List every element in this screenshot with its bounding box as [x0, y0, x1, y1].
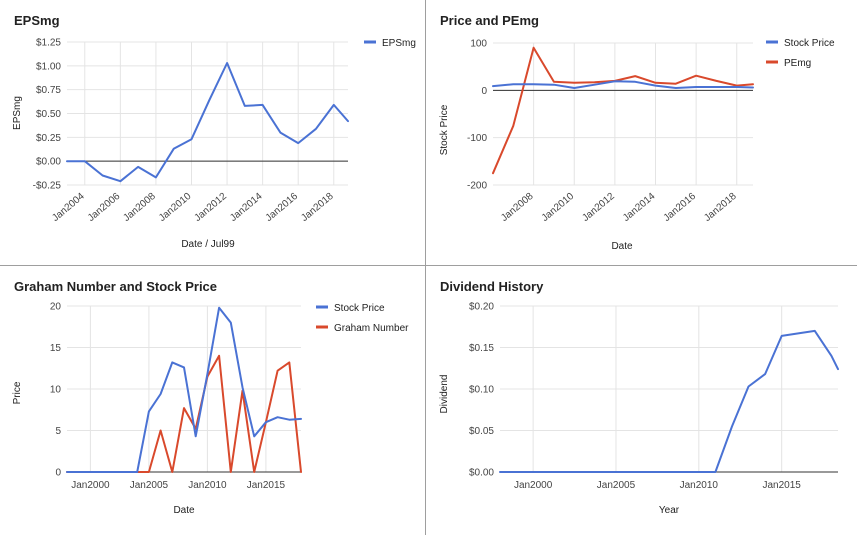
x-tick-label: Jan2016 [662, 191, 699, 224]
y-tick-label: 20 [50, 302, 62, 313]
x-tick-label: Jan2014 [228, 191, 265, 224]
y-tick-label: $0.15 [469, 343, 494, 354]
y-tick-label: 0 [55, 468, 61, 479]
series-line-pemg [492, 46, 754, 175]
chart-title: EPSmg [14, 13, 60, 28]
y-tick-label: 15 [50, 343, 62, 354]
legend-swatch [766, 40, 778, 44]
x-axis-title: Date / Jul99 [181, 239, 235, 250]
y-tick-label: $0.20 [469, 302, 494, 313]
x-axis-title: Year [659, 505, 680, 516]
chart-panel-dividend: Dividend History $0.20 $0.15 $0.10 $0.05 $0.0… [426, 266, 857, 535]
y-tick-label: $0.00 [469, 468, 494, 479]
chart-panel-epsmg: EPSmg $1.25 $1.00 $0.75 $0.50 $0.25 $0.00 -$0.2… [0, 0, 426, 266]
price-pemg-chart: Price and PEmg 100 0 -100 -200 Jan2008 Jan2010… [439, 13, 835, 252]
y-tick-label: $0.10 [469, 385, 494, 396]
x-axis-title: Date [173, 505, 195, 516]
x-tick-label: Jan2010 [157, 191, 194, 224]
x-tick-label: Jan2005 [597, 480, 636, 491]
x-tick-label: Jan2010 [540, 191, 577, 224]
y-tick-label: 100 [470, 39, 487, 50]
x-tick-label: Jan2008 [499, 191, 536, 224]
y-tick-label: -100 [467, 133, 487, 144]
x-tick-label: Jan2010 [680, 480, 719, 491]
legend-label: Stock Price [784, 38, 835, 49]
y-tick-label: $0.75 [36, 85, 61, 96]
x-tick-label: Jan2004 [50, 191, 87, 224]
chart-title: Price and PEmg [440, 13, 539, 28]
y-axis-title: Stock Price [439, 104, 450, 155]
x-axis-title: Date [611, 241, 633, 252]
y-tick-label: 0 [481, 86, 487, 97]
y-tick-label: $0.05 [469, 426, 494, 437]
y-tick-label: $0.50 [36, 109, 61, 120]
series-line-stock-price [66, 306, 302, 473]
epsmg-chart: EPSmg $1.25 $1.00 $0.75 $0.50 $0.25 $0.00 -$0.2… [12, 13, 416, 250]
y-tick-label: $0.25 [36, 133, 61, 144]
chart-panel-price-pemg: Price and PEmg 100 0 -100 -200 Jan2008 Jan2010… [426, 0, 857, 266]
x-tick-label: Jan2000 [71, 480, 110, 491]
chart-panel-graham: Graham Number and Stock Price 20 15 10 5 0 Jan… [0, 266, 426, 535]
y-tick-label: 5 [55, 426, 61, 437]
y-axis-title: EPSmg [12, 96, 23, 130]
y-tick-label: $1.25 [36, 38, 61, 49]
x-tick-label: Jan2012 [193, 191, 230, 224]
series-line-epsmg [66, 62, 349, 183]
x-tick-label: Jan2006 [86, 191, 123, 224]
legend-label: Stock Price [334, 303, 385, 314]
legend-swatch [316, 325, 328, 329]
chart-title: Dividend History [440, 279, 544, 294]
legend-swatch [766, 60, 778, 64]
legend-swatch [316, 305, 328, 309]
y-tick-label: $1.00 [36, 61, 61, 72]
y-axis-title: Dividend [439, 375, 450, 414]
graham-stock-chart: Graham Number and Stock Price 20 15 10 5 0 Jan… [12, 279, 409, 516]
x-tick-label: Jan2018 [299, 191, 336, 224]
legend-label: Graham Number [334, 323, 409, 334]
x-tick-label: Jan2016 [264, 191, 301, 224]
legend-label: EPSmg [382, 38, 416, 49]
y-tick-label: $0.00 [36, 157, 61, 168]
dividend-history-chart: Dividend History $0.20 $0.15 $0.10 $0.05 $0.0… [439, 279, 839, 516]
series-line-stock-price [492, 80, 754, 89]
legend-swatch [364, 40, 376, 44]
y-tick-label: 10 [50, 385, 62, 396]
x-tick-label: Jan2010 [188, 480, 227, 491]
x-tick-label: Jan2018 [702, 191, 739, 224]
legend-label: PEmg [784, 58, 811, 69]
x-tick-label: Jan2014 [621, 191, 658, 224]
y-axis-title: Price [12, 381, 23, 404]
series-line-dividend [499, 329, 839, 473]
y-tick-label: -200 [467, 181, 487, 192]
x-tick-label: Jan2008 [121, 191, 158, 224]
x-tick-label: Jan2000 [514, 480, 553, 491]
x-tick-label: Jan2005 [130, 480, 169, 491]
chart-title: Graham Number and Stock Price [14, 279, 217, 294]
x-tick-label: Jan2012 [580, 191, 617, 224]
x-tick-label: Jan2015 [762, 480, 801, 491]
y-tick-label: -$0.25 [33, 181, 62, 192]
x-tick-label: Jan2015 [247, 480, 286, 491]
